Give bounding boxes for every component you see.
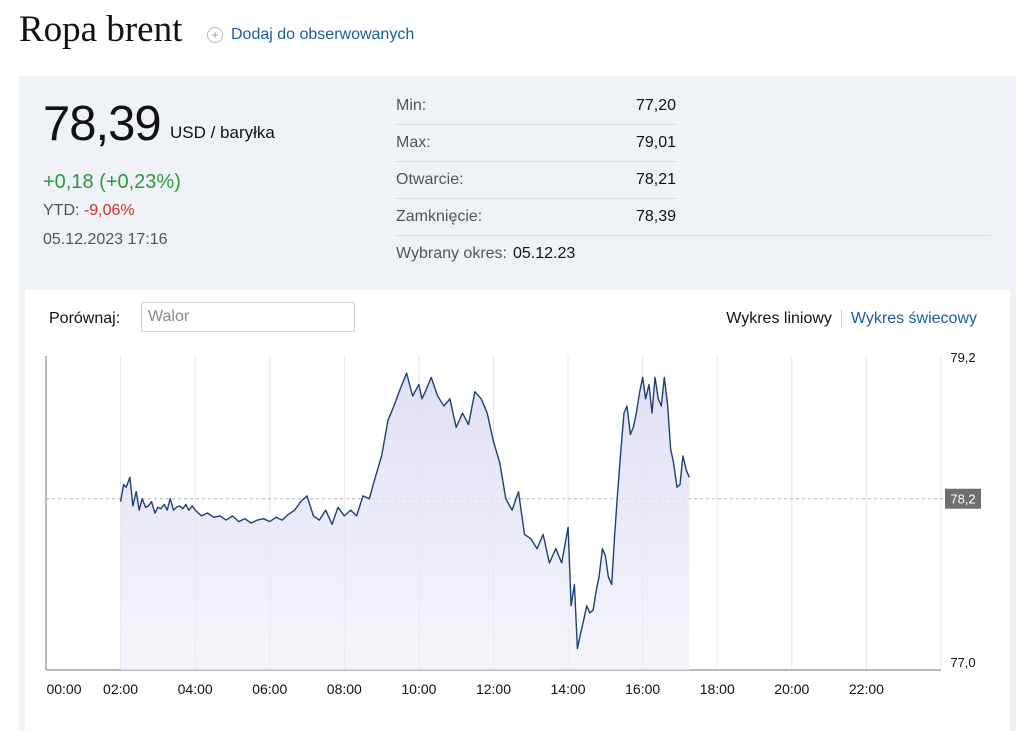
x-tick-label: 18:00 bbox=[700, 681, 735, 697]
stat-value: 77,20 bbox=[635, 97, 676, 114]
y-tick-label: 77,0 bbox=[950, 655, 975, 670]
current-price: 78,39 bbox=[43, 97, 162, 151]
stat-row-close: Zamknięcie: 78,39 bbox=[396, 199, 991, 236]
series-area bbox=[120, 373, 690, 670]
stat-row-open: Otwarcie: 78,21 bbox=[396, 162, 676, 199]
x-tick-label: 12:00 bbox=[476, 681, 511, 697]
chart-type-tabs: Wykres liniowy Wykres świecowy bbox=[717, 304, 986, 334]
add-to-watchlist-button[interactable]: + Dodaj do obserwowanych bbox=[207, 26, 414, 44]
price-unit: USD / baryłka bbox=[170, 123, 275, 142]
stat-row-min: Min: 77,20 bbox=[396, 88, 676, 125]
reference-badge bbox=[945, 488, 981, 509]
x-tick-label: 22:00 bbox=[849, 681, 884, 697]
stat-row-max: Max: 79,01 bbox=[396, 125, 676, 162]
period-value: 05.12.23 bbox=[513, 245, 576, 262]
tab-line-chart[interactable]: Wykres liniowy bbox=[726, 310, 832, 327]
stats-table: Min: 77,20 Max: 79,01 Otwarcie: 78,21 Za… bbox=[396, 88, 991, 272]
reference-label: 78,2 bbox=[950, 492, 975, 507]
stat-label: Otwarcie: bbox=[396, 171, 464, 188]
price-chart[interactable]: 00:00 02:00 04:00 06:00 08:00 10:00 12:00 14:00… bbox=[25, 290, 1010, 731]
x-tick-label: 16:00 bbox=[625, 681, 660, 697]
x-tick-label: 20:00 bbox=[774, 681, 809, 697]
x-tick-label: 08:00 bbox=[327, 681, 362, 697]
y-tick-label: 79,2 bbox=[950, 350, 975, 365]
plus-circle-icon: + bbox=[207, 27, 223, 43]
stat-label: Min: bbox=[396, 97, 427, 114]
x-tick-label: 02:00 bbox=[103, 681, 138, 697]
compare-label: Porównaj: bbox=[49, 310, 121, 327]
stat-value: 79,01 bbox=[635, 134, 676, 151]
compare-input[interactable] bbox=[141, 302, 355, 332]
tab-candlestick-chart[interactable]: Wykres świecowy bbox=[840, 310, 986, 328]
selected-period: Wybrany okres: 05.12.23 bbox=[396, 236, 991, 272]
period-label: Wybrany okres: bbox=[396, 245, 507, 262]
x-tick-label: 14:00 bbox=[551, 681, 586, 697]
price-change: +0,18 (+0,23%) bbox=[43, 171, 181, 193]
stat-value: 78,21 bbox=[635, 171, 676, 188]
ytd-change: YTD: -9,06% bbox=[43, 202, 135, 220]
x-tick-label: 06:00 bbox=[252, 681, 287, 697]
ytd-label: YTD: bbox=[43, 202, 80, 219]
x-tick-label: 04:00 bbox=[178, 681, 213, 697]
series-line bbox=[119, 372, 690, 650]
stat-label: Max: bbox=[396, 134, 431, 151]
quote-datetime: 05.12.2023 17:16 bbox=[43, 231, 168, 248]
page-title: Ropa brent bbox=[19, 9, 183, 50]
x-tick-label: 10:00 bbox=[401, 681, 436, 697]
add-to-watchlist-label: Dodaj do obserwowanych bbox=[231, 26, 415, 43]
ytd-value: -9,06% bbox=[83, 202, 135, 219]
x-tick-label: 00:00 bbox=[46, 681, 81, 697]
chart-card: Porównaj: Wykres liniowy Wykres świecowy… bbox=[25, 290, 1010, 731]
stat-value: 78,39 bbox=[635, 208, 676, 225]
stat-label: Zamknięcie: bbox=[396, 208, 483, 225]
